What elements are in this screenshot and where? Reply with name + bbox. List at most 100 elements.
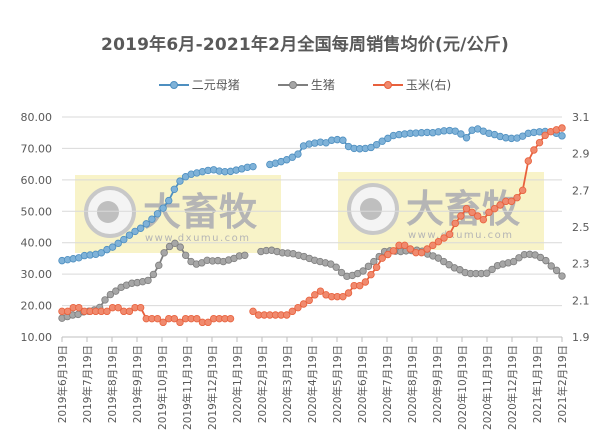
svg-text:www.dxumu.com: www.dxumu.com: [408, 230, 514, 241]
svg-text:www.dxumu.com: www.dxumu.com: [145, 233, 251, 244]
legend-marker-orange-icon: [372, 80, 403, 89]
x-tick-label: 2020年11月19日: [481, 345, 494, 430]
y-tick-label: 20.00: [21, 300, 53, 313]
chart-title: 2019年6月-2021年2月全国每周销售均价(元/公斤): [101, 35, 509, 55]
data-point: [389, 247, 398, 255]
data-point: [457, 212, 465, 220]
data-point: [63, 307, 72, 316]
y2-tick-label: 2.5: [572, 221, 590, 234]
data-point: [305, 296, 313, 305]
data-point: [131, 227, 139, 236]
data-point: [547, 262, 555, 270]
data-point: [136, 224, 145, 232]
data-point: [120, 235, 128, 244]
data-point: [108, 243, 117, 251]
legend-marker-blue-icon: [158, 80, 189, 89]
data-point: [535, 138, 544, 147]
data-point: [170, 314, 179, 323]
data-point: [193, 314, 201, 323]
data-point: [558, 124, 566, 132]
x-tick-label: 2019年12月19日: [206, 345, 219, 430]
x-tick-label: 2019年10月19日: [156, 345, 169, 430]
data-point: [524, 157, 532, 165]
data-point: [97, 249, 106, 257]
data-point: [344, 289, 353, 297]
data-point: [155, 261, 163, 270]
x-tick-label: 2020年9月19日: [431, 345, 444, 423]
data-point: [400, 241, 409, 250]
x-tick-label: 2020年1月19日: [231, 345, 244, 423]
data-point: [558, 272, 566, 280]
data-point: [485, 208, 493, 217]
data-point: [378, 254, 386, 262]
y-tick-label: 30.00: [21, 268, 53, 281]
data-point: [361, 278, 370, 286]
data-point: [176, 318, 184, 327]
data-point: [112, 287, 120, 295]
data-point: [299, 300, 308, 308]
y-tick-label: 70.00: [21, 142, 53, 155]
x-tick-label: 2020年10月19日: [456, 345, 469, 430]
y2-tick-label: 2.1: [572, 294, 590, 307]
data-point: [372, 140, 381, 149]
data-point: [103, 307, 111, 316]
series-二元母猪: [58, 125, 566, 265]
data-point: [106, 290, 115, 299]
data-point: [125, 231, 134, 239]
data-point: [165, 196, 173, 205]
data-point: [176, 177, 184, 185]
x-tick-label: 2020年3月19日: [281, 345, 294, 423]
x-tick-label: 2020年8月19日: [406, 345, 419, 423]
data-point: [440, 234, 448, 242]
series-玉米(右): [58, 124, 566, 327]
data-point: [159, 204, 167, 212]
data-point: [364, 262, 373, 270]
data-point: [226, 314, 235, 323]
data-point: [153, 314, 162, 323]
data-point: [490, 204, 499, 213]
data-point: [249, 307, 257, 316]
x-tick-label: 2020年5月19日: [331, 345, 344, 423]
x-tick-label: 2020年2月19日: [256, 345, 269, 423]
y-tick-label: 40.00: [21, 237, 53, 250]
data-point: [440, 257, 448, 266]
data-point: [423, 245, 431, 253]
legend-label: 玉米(右): [405, 78, 452, 92]
data-point: [339, 292, 347, 301]
x-tick-label: 2019年11月19日: [181, 345, 194, 430]
y-tick-label: 80.00: [21, 111, 53, 124]
data-point: [445, 230, 454, 239]
data-point: [445, 261, 453, 269]
data-point: [136, 303, 145, 312]
data-point: [372, 263, 381, 272]
legend-item-hog: 生猪: [277, 76, 335, 93]
y2-tick-label: 2.9: [572, 148, 590, 161]
data-point: [114, 239, 122, 248]
data-point: [359, 267, 367, 275]
legend-label: 二元母猪: [191, 78, 240, 92]
data-point: [337, 268, 346, 277]
data-point: [125, 307, 134, 316]
data-point: [513, 193, 521, 202]
data-point: [488, 265, 496, 274]
data-point: [370, 257, 378, 266]
data-point: [176, 243, 184, 251]
data-point: [181, 251, 190, 259]
data-point: [479, 215, 488, 224]
x-tick-label: 2020年12月19日: [506, 345, 519, 430]
y-tick-label: 60.00: [21, 174, 53, 187]
data-point: [518, 186, 527, 195]
data-point: [153, 210, 162, 218]
x-tick-label: 2019年6月19日: [56, 345, 69, 423]
data-point: [434, 237, 443, 246]
data-point: [165, 242, 174, 251]
data-point: [101, 296, 109, 304]
data-point: [316, 287, 325, 295]
data-point: [541, 131, 549, 140]
legend-marker-gray-icon: [277, 80, 308, 89]
data-point: [558, 132, 566, 140]
y-tick-label: 10.00: [21, 331, 53, 344]
data-point: [114, 303, 122, 312]
